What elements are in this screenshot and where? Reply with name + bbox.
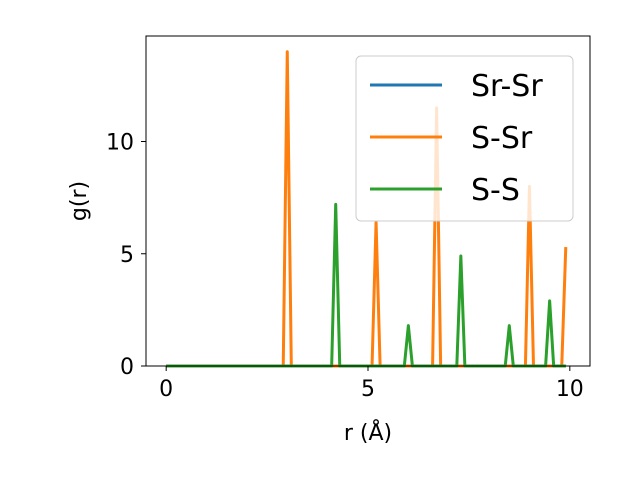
legend-label-s-s: S-S [471,173,520,208]
legend-label-sr-sr: Sr-Sr [471,69,543,104]
y-tick-label: 0 [120,355,134,380]
y-axis-label: g(r) [67,181,92,221]
y-tick-label: 10 [106,131,134,156]
series-line-s-s [166,202,566,368]
x-axis-label: r (Å) [344,419,392,446]
ticks: 0 5 10 0 5 10 [106,131,584,402]
x-tick-label: 0 [159,377,173,402]
legend-label-s-sr: S-Sr [471,121,533,156]
legend-box [355,55,574,222]
legend: Sr-Sr S-Sr S-S [355,55,574,222]
x-tick-label: 5 [361,377,375,402]
x-tick-label: 10 [556,377,584,402]
y-tick-label: 5 [120,243,134,268]
